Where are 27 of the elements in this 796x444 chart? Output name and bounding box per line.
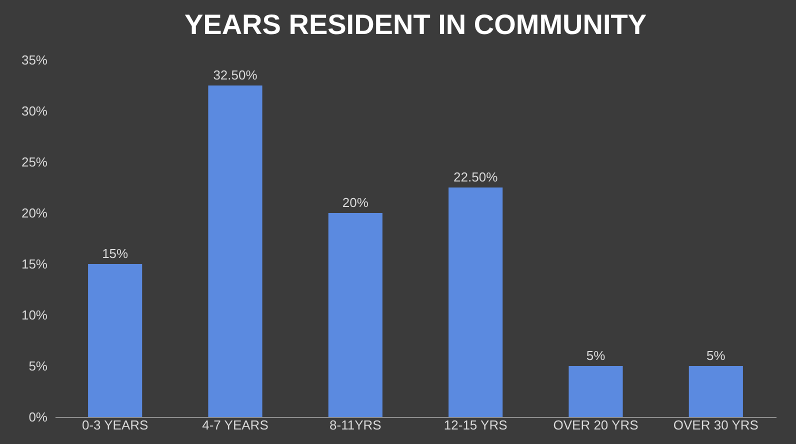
data-label: 5% <box>586 348 606 363</box>
data-label: 22.50% <box>454 170 498 184</box>
bar <box>328 213 382 417</box>
y-tick-label: 15% <box>21 256 48 272</box>
bar <box>688 366 743 417</box>
x-tick-label: OVER 20 YRS <box>553 418 639 432</box>
y-tick-label: 30% <box>21 104 48 118</box>
y-tick-label: 20% <box>21 206 48 220</box>
y-tick-label: 35% <box>21 52 48 68</box>
bar <box>568 366 623 417</box>
x-tick-label: 8-11YRS <box>330 418 382 432</box>
data-label: 5% <box>706 348 726 363</box>
y-tick-label: 5% <box>28 358 48 374</box>
data-label: 32.50% <box>213 68 258 82</box>
x-tick-label: 12-15 YRS <box>444 418 508 432</box>
bar <box>88 264 142 417</box>
bar <box>448 188 503 417</box>
y-tick-label: 0% <box>28 410 48 424</box>
data-label: 20% <box>342 195 369 210</box>
x-tick-label: 4-7 YEARS <box>202 418 269 432</box>
y-tick-label: 25% <box>21 154 48 170</box>
x-tick-label: 0-3 YEARS <box>82 418 149 432</box>
bar <box>208 86 262 417</box>
y-tick-label: 10% <box>21 308 48 322</box>
x-tick-label: OVER 30 YRS <box>673 418 759 432</box>
data-label: 15% <box>102 246 129 261</box>
chart-title: YEARS RESIDENT IN COMMUNITY <box>184 9 647 40</box>
